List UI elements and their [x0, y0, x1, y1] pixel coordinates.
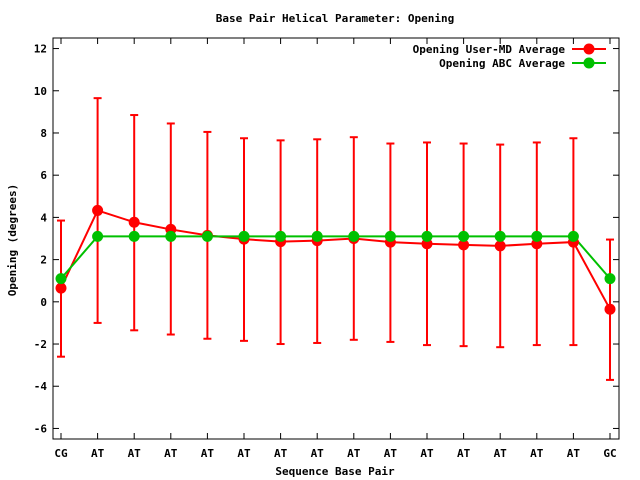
data-point	[275, 230, 287, 242]
y-tick-label: 12	[34, 43, 47, 56]
y-tick-label: 0	[40, 296, 47, 309]
data-point	[128, 230, 140, 242]
legend-label: Opening ABC Average	[439, 57, 565, 70]
series-line-1	[60, 235, 611, 280]
x-tick-label: AT	[494, 447, 508, 460]
x-tick-label: AT	[347, 447, 361, 460]
series-line-0	[60, 209, 611, 310]
data-point	[604, 273, 616, 285]
x-tick-label: AT	[567, 447, 581, 460]
chart-title: Base Pair Helical Parameter: Opening	[216, 12, 454, 25]
x-tick-label: AT	[274, 447, 288, 460]
data-point	[128, 216, 140, 228]
data-point	[494, 240, 506, 252]
x-tick-label: AT	[420, 447, 434, 460]
x-tick-label: AT	[128, 447, 142, 460]
x-tick-label: AT	[91, 447, 105, 460]
x-tick-label: AT	[311, 447, 325, 460]
y-tick-label: 2	[40, 254, 47, 267]
x-tick-label: AT	[201, 447, 215, 460]
x-tick-label: GC	[603, 447, 616, 460]
x-tick-label: AT	[384, 447, 398, 460]
legend-label: Opening User-MD Average	[413, 43, 566, 56]
legend-swatch-point	[583, 57, 595, 69]
data-point	[238, 230, 250, 242]
y-tick-label: 4	[40, 211, 47, 224]
y-tick-label: -6	[34, 422, 48, 435]
data-point	[92, 204, 104, 216]
y-tick-label: 6	[40, 169, 47, 182]
x-tick-label: AT	[237, 447, 251, 460]
data-point	[531, 230, 543, 242]
y-tick-label: -2	[34, 338, 47, 351]
y-tick-label: -4	[34, 380, 48, 393]
x-tick-label: AT	[530, 447, 544, 460]
data-point	[421, 230, 433, 242]
data-point	[55, 282, 67, 294]
y-tick-label: 10	[34, 85, 47, 98]
data-point	[604, 303, 616, 315]
plot-frame	[52, 37, 620, 440]
y-tick-label: 8	[40, 127, 47, 140]
x-tick-label: AT	[164, 447, 178, 460]
legend-swatch-point	[583, 43, 595, 55]
data-point	[311, 230, 323, 242]
data-point	[494, 230, 506, 242]
y-axis-label: Opening (degrees)	[6, 184, 19, 297]
data-point	[165, 230, 177, 242]
data-point	[458, 239, 470, 251]
x-tick-label: AT	[457, 447, 471, 460]
data-point	[348, 230, 360, 242]
data-point	[201, 230, 213, 242]
data-point	[92, 230, 104, 242]
data-point	[458, 230, 470, 242]
data-point	[384, 230, 396, 242]
x-axis-label: Sequence Base Pair	[275, 465, 395, 478]
x-tick-label: CG	[54, 447, 68, 460]
data-point	[567, 230, 579, 242]
data-point	[55, 273, 67, 285]
